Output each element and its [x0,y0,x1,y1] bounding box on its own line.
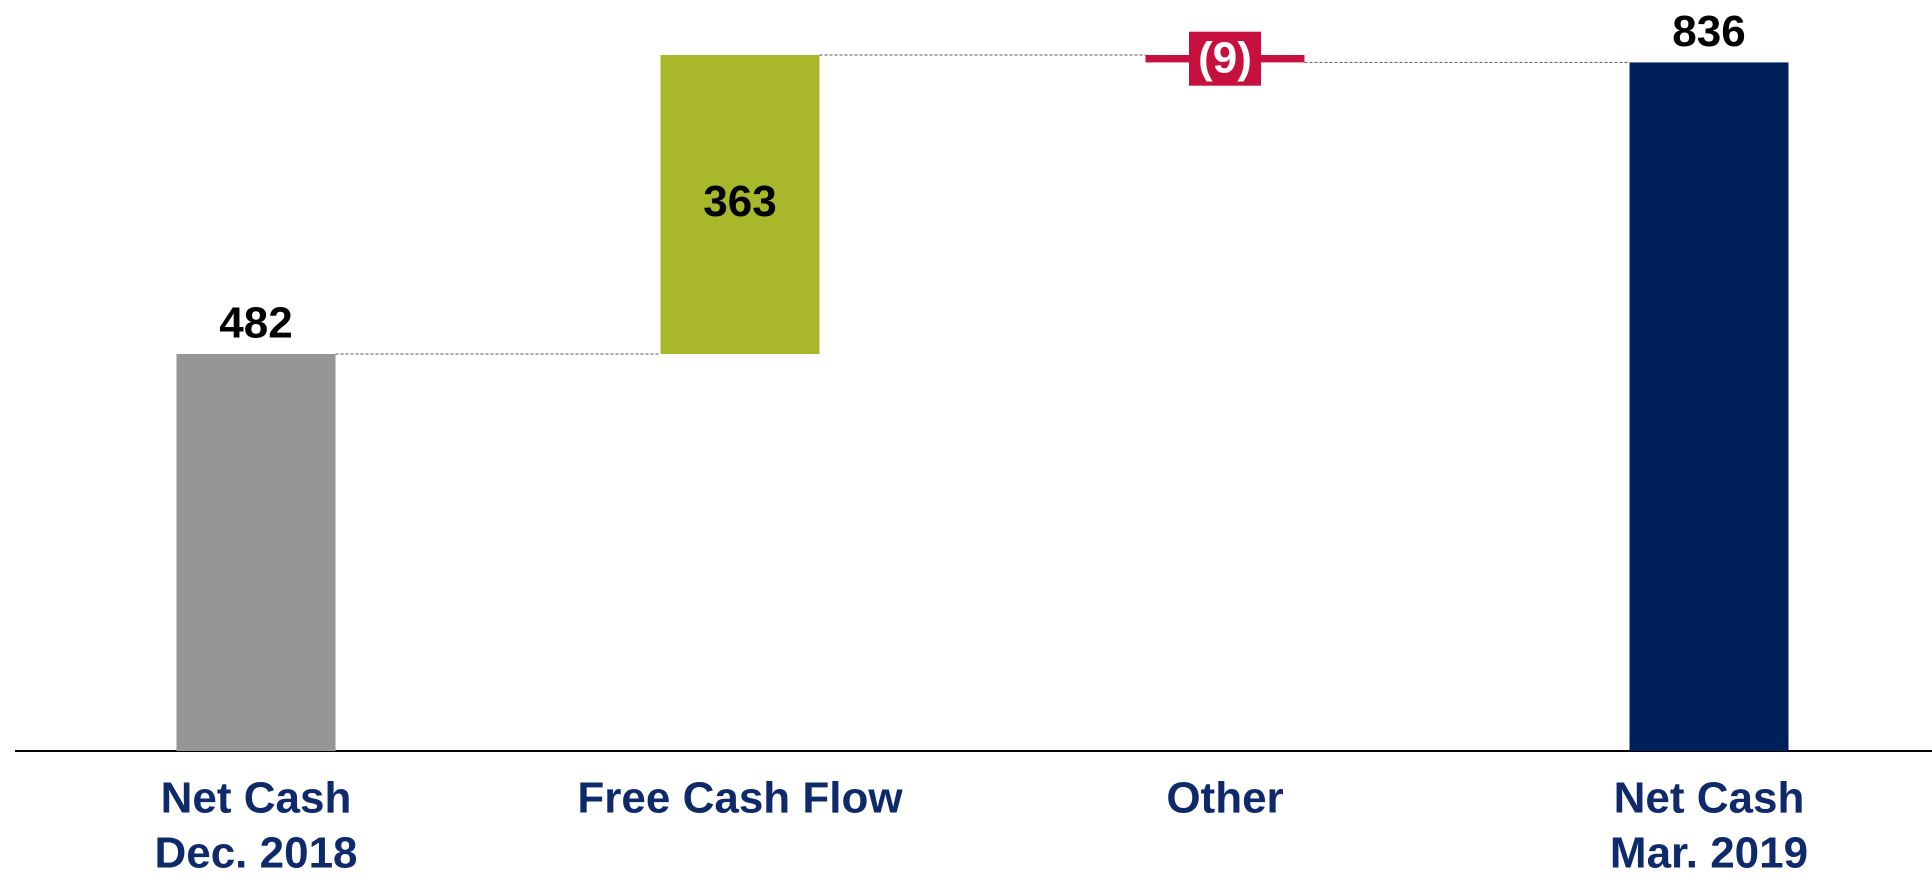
category-label: Mar. 2019 [1610,829,1808,878]
value-label-bg [1189,31,1261,86]
value-label: 363 [703,177,776,226]
bar [660,55,820,354]
value-label: 482 [219,299,292,348]
value-label: 836 [1672,7,1745,56]
category-label: Free Cash Flow [577,774,903,823]
category-label: Net Cash [1614,774,1805,823]
category-label: Net Cash [161,774,352,823]
bar [176,353,336,751]
category-label: Dec. 2018 [154,829,357,878]
bar [1629,62,1789,751]
value-label: (9) [1198,33,1252,82]
category-label: Other [1166,774,1283,823]
